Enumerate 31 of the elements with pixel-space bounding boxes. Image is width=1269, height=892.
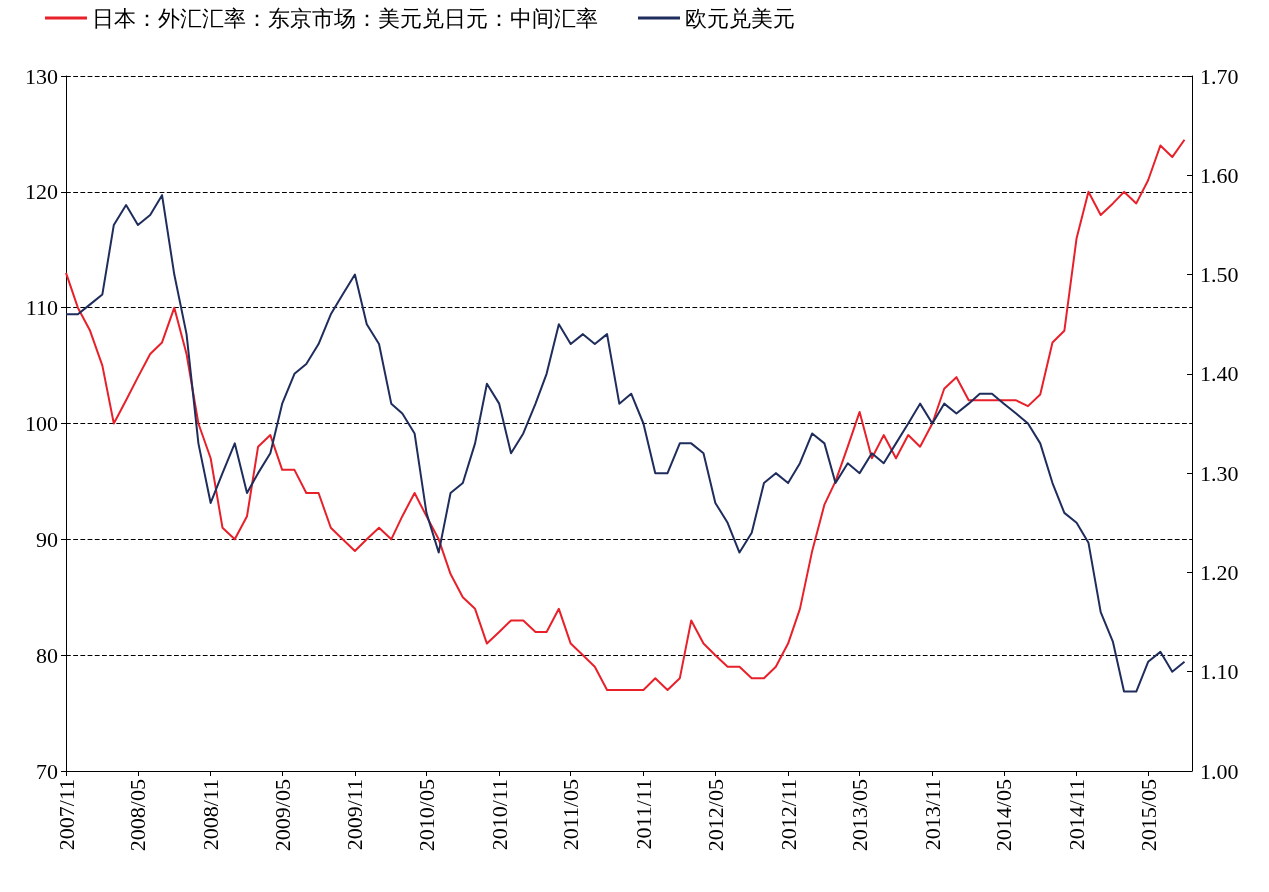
x-tick-label: 2009/11 <box>342 779 368 851</box>
y2-tick-label: 1.00 <box>1200 758 1239 784</box>
y-tick-label: 130 <box>25 63 58 89</box>
x-tick-label: 2011/11 <box>630 779 656 850</box>
y2-tick-label: 1.60 <box>1200 162 1239 188</box>
y-tick-label: 120 <box>25 179 58 205</box>
y2-tick-label: 1.50 <box>1200 262 1239 288</box>
y-tick-label: 80 <box>36 642 58 668</box>
x-tick-label: 2008/11 <box>198 779 224 851</box>
x-tick-label: 2014/05 <box>991 779 1017 852</box>
x-tick-label: 2011/05 <box>558 779 584 851</box>
x-tick-label: 2010/11 <box>486 779 512 851</box>
x-tick-label: 2010/05 <box>413 779 439 852</box>
y2-tick-label: 1.30 <box>1200 460 1239 486</box>
x-tick-label: 2015/05 <box>1135 779 1161 852</box>
y-tick-label: 110 <box>25 295 58 321</box>
x-tick-label: 2009/05 <box>269 779 295 852</box>
legend-label: 欧元兑美元 <box>685 5 795 31</box>
y2-tick-label: 1.20 <box>1200 559 1239 585</box>
x-tick-label: 2013/11 <box>919 779 945 851</box>
x-tick-label: 2013/05 <box>847 779 873 852</box>
legend-label: 日本：外汇汇率：东京市场：美元兑日元：中间汇率 <box>92 5 598 31</box>
x-tick-label: 2012/05 <box>702 779 728 852</box>
y-tick-label: 90 <box>36 526 58 552</box>
x-tick-label: 2008/05 <box>125 779 151 852</box>
x-tick-label: 2014/11 <box>1064 779 1090 851</box>
y2-tick-label: 1.70 <box>1200 63 1239 89</box>
y-tick-label: 100 <box>25 411 58 436</box>
x-tick-label: 2012/11 <box>775 779 801 851</box>
y2-tick-label: 1.40 <box>1200 361 1239 387</box>
y2-tick-label: 1.10 <box>1200 659 1239 685</box>
